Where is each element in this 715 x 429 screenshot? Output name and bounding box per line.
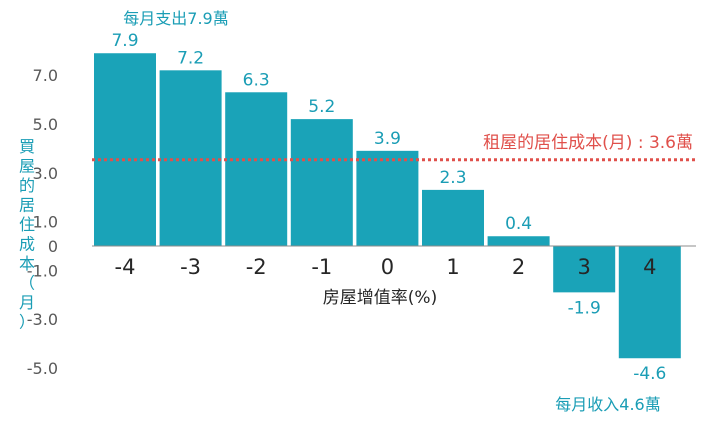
bar-value-label: 2.3 — [439, 168, 466, 188]
y-axis-label-char: 居 — [19, 196, 35, 215]
bar — [618, 246, 681, 359]
y-tick-label: 1.0 — [33, 213, 58, 232]
x-tick-label: -4 — [115, 255, 136, 279]
y-axis-label-char: 住 — [19, 215, 35, 234]
bar-value-label: 6.3 — [243, 70, 270, 90]
y-axis-label-char: ） — [19, 313, 35, 332]
bar-value-label: 3.9 — [374, 129, 401, 149]
y-axis-label-char: 屋 — [19, 157, 35, 176]
bar-value-label: 7.9 — [111, 31, 138, 51]
y-tick-label: 3.0 — [33, 164, 58, 183]
bar-value-label: -1.9 — [568, 298, 601, 318]
y-axis-label-char: 買 — [19, 137, 35, 156]
bar — [290, 119, 353, 246]
y-axis-label-char: 的 — [19, 176, 35, 195]
y-axis-label-char: （ — [19, 274, 35, 293]
y-axis-label-char: 本 — [19, 254, 35, 273]
x-tick-label: 3 — [578, 255, 591, 279]
y-tick-label: -3.0 — [27, 310, 58, 329]
x-tick-label: 4 — [643, 255, 656, 279]
bar-value-label: -4.6 — [633, 364, 666, 384]
bar — [356, 150, 419, 246]
x-tick-label: -2 — [246, 255, 267, 279]
y-tick-label: 5.0 — [33, 115, 58, 134]
y-tick-label: 7.0 — [33, 66, 58, 85]
x-tick-label: -3 — [180, 255, 201, 279]
x-axis-label: 房屋增值率(%) — [323, 288, 437, 308]
x-tick-label: 2 — [512, 255, 525, 279]
bar — [159, 70, 222, 246]
x-tick-label: 1 — [446, 255, 459, 279]
x-tick-label: -1 — [311, 255, 332, 279]
y-tick-label: 0 — [48, 237, 58, 256]
bar — [553, 246, 616, 293]
bar-value-label: 0.4 — [505, 214, 532, 234]
bar — [225, 92, 288, 246]
annotation-top: 每月支出7.9萬 — [123, 9, 228, 28]
bar — [94, 53, 156, 246]
x-axis-ticks: -4 -3 -2 -1 0 1 2 3 4 — [115, 255, 657, 279]
value-labels: 7.9 7.2 6.3 5.2 3.9 2.3 0.4 -1.9 -4.6 — [111, 31, 666, 384]
y-tick-label: -1.0 — [27, 261, 58, 280]
bar — [487, 236, 550, 246]
annotation-bottom: 每月收入4.6萬 — [555, 395, 660, 414]
bar — [422, 189, 484, 246]
reference-line-label: 租屋的居住成本(月) : 3.6萬 — [483, 133, 693, 153]
y-tick-label: -5.0 — [27, 359, 58, 378]
x-tick-label: 0 — [381, 255, 394, 279]
y-axis-ticks: 7.0 5.0 3.0 1.0 0 -1.0 -3.0 -5.0 — [27, 66, 58, 378]
bars-group — [94, 53, 681, 359]
y-axis-label-char: 成 — [19, 235, 35, 254]
bar-value-label: 5.2 — [308, 97, 335, 117]
y-axis-label-char: 月 — [19, 293, 35, 312]
bar-value-label: 7.2 — [177, 48, 204, 68]
